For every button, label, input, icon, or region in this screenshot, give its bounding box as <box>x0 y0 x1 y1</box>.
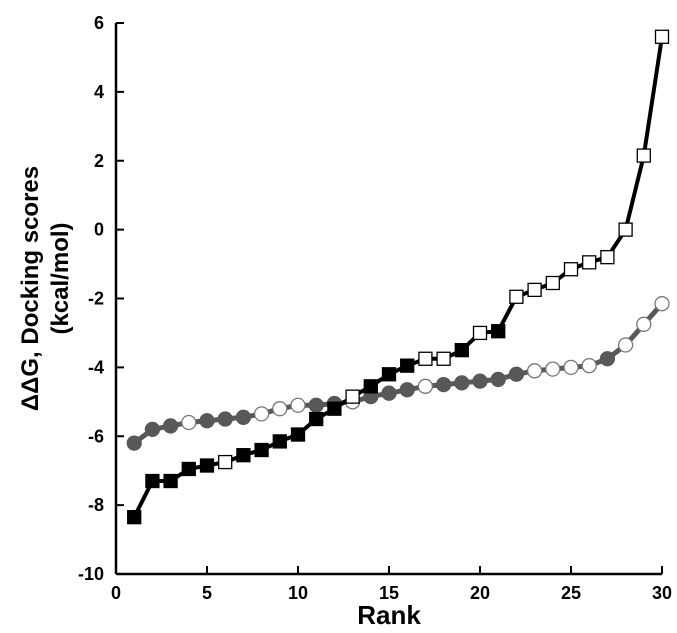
data-point-circle <box>599 351 616 367</box>
y-tick-label: 0 <box>94 220 104 240</box>
data-point-circle <box>272 401 288 417</box>
data-point-square <box>472 325 488 341</box>
data-point-circle <box>454 375 470 391</box>
series-squares <box>127 29 670 525</box>
data-point-square <box>127 510 142 525</box>
data-point-square <box>345 389 360 404</box>
data-point-square <box>145 473 160 489</box>
data-point-square <box>309 411 324 427</box>
data-point-square <box>582 255 597 270</box>
data-point-square <box>254 442 269 458</box>
data-point-circle <box>617 337 634 353</box>
data-point-circle <box>563 359 579 376</box>
y-tick-label: -8 <box>88 495 104 515</box>
data-point-circle <box>253 406 270 422</box>
y-tick-label: -4 <box>88 357 104 377</box>
y-tick-label: -2 <box>88 289 104 309</box>
y-axis-title-line2: (kcal/mol) <box>47 222 74 334</box>
series-layer <box>126 29 670 525</box>
data-point-circle <box>399 382 415 398</box>
data-point-square <box>363 379 378 394</box>
data-point-square <box>272 434 287 449</box>
data-point-square <box>181 461 196 477</box>
x-tick-label: 20 <box>470 583 490 603</box>
data-point-square <box>290 427 306 442</box>
data-point-circle <box>545 361 561 377</box>
data-point-square <box>418 351 433 366</box>
data-point-circle <box>144 421 161 438</box>
data-point-square <box>509 289 524 304</box>
data-point-circle <box>435 376 452 393</box>
y-tick-label: -6 <box>88 426 104 446</box>
x-tick-label: 30 <box>652 583 672 603</box>
axes: -10 -8 -6 -4 -2 0 2 4 6 0 5 10 15 20 25 30 <box>78 13 672 603</box>
data-point-circle <box>508 366 525 382</box>
data-point-square <box>218 454 233 470</box>
x-axis-title: Rank <box>357 600 421 630</box>
data-point-circle <box>490 371 506 388</box>
data-point-circle <box>654 296 670 312</box>
x-tick-label: 0 <box>111 583 121 603</box>
data-point-square <box>545 275 560 291</box>
x-tick-label: 15 <box>379 583 399 603</box>
data-point-square <box>381 367 397 382</box>
data-point-circle <box>126 435 142 451</box>
y-tick-label: 6 <box>94 13 104 33</box>
data-point-circle <box>526 363 543 379</box>
data-point-square <box>163 473 178 489</box>
data-point-square <box>618 222 633 237</box>
x-tick-label: 25 <box>561 583 581 603</box>
data-point-circle <box>308 397 324 413</box>
y-axis-title-line1: ΔΔG, Docking scores <box>17 166 44 411</box>
data-point-circle <box>581 358 597 374</box>
x-tick-label: 5 <box>202 583 212 603</box>
data-point-circle <box>235 409 252 425</box>
data-point-square <box>199 458 215 473</box>
data-point-square <box>400 358 415 373</box>
data-point-square <box>654 29 670 44</box>
y-tick-label: 4 <box>94 82 104 102</box>
data-point-square <box>600 250 615 265</box>
data-point-square <box>491 324 506 339</box>
data-point-circle <box>290 397 306 413</box>
x-tick-label: 10 <box>288 583 308 603</box>
data-point-circle <box>217 411 233 427</box>
data-point-square <box>327 401 342 416</box>
data-point-square <box>527 282 542 298</box>
series-circles <box>126 296 670 451</box>
data-point-square <box>436 351 451 366</box>
data-point-square <box>636 148 651 163</box>
data-point-circle <box>472 373 488 389</box>
data-point-square <box>563 262 579 277</box>
data-point-square <box>454 343 469 358</box>
data-point-circle <box>636 316 652 332</box>
data-point-circle <box>381 385 397 401</box>
y-tick-label: -10 <box>78 564 104 584</box>
series-line <box>132 34 664 520</box>
data-point-circle <box>417 378 434 394</box>
y-tick-label: 2 <box>94 151 104 171</box>
data-point-circle <box>162 418 179 434</box>
data-point-square <box>236 448 251 463</box>
data-point-circle <box>181 414 197 431</box>
data-point-circle <box>199 413 215 429</box>
